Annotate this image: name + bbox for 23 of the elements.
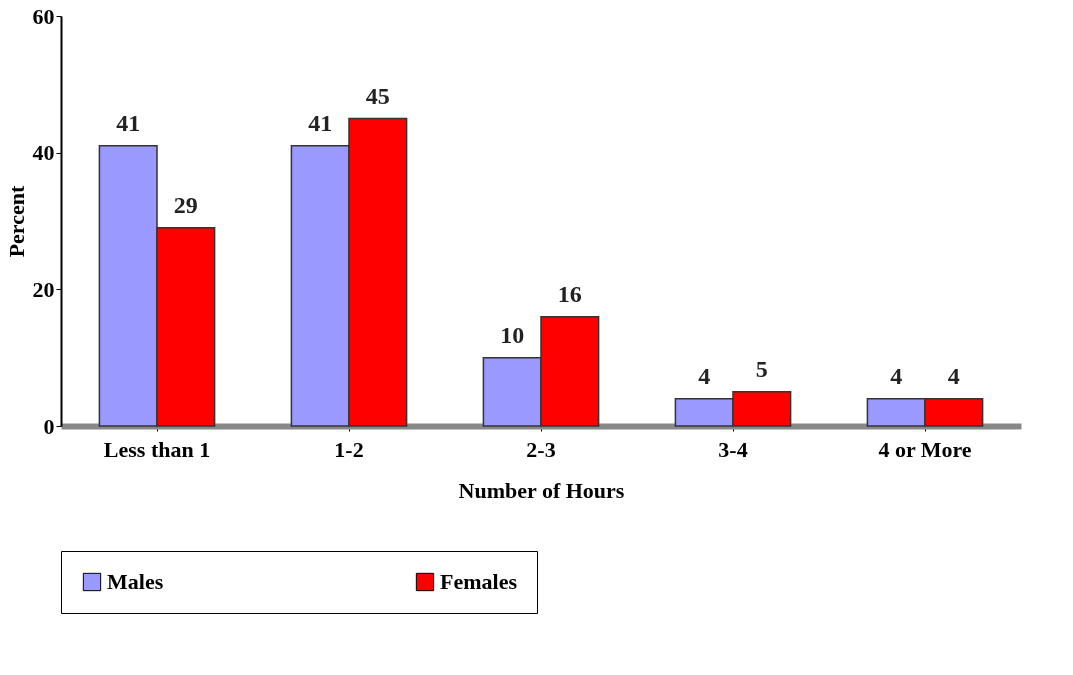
x-tick-label: 4 or More (878, 436, 972, 462)
x-tick-label: Less than 1 (103, 436, 211, 462)
legend-label: Males (107, 569, 164, 594)
x-axis-title: Number of Hours (458, 477, 625, 503)
data-label: 5 (755, 355, 768, 382)
y-tick-label: 20 (32, 276, 55, 302)
data-label: 16 (557, 280, 582, 307)
data-label: 29 (173, 191, 198, 218)
y-axis-title: Percent (3, 185, 29, 258)
x-tick-label: 3-4 (718, 436, 748, 462)
y-tick-label: 40 (32, 140, 55, 166)
data-label: 4 (698, 362, 711, 389)
data-label: 41 (116, 109, 141, 136)
x-tick-label: 2-3 (526, 436, 556, 462)
y-tick-label: 0 (43, 413, 55, 439)
data-label: 10 (500, 321, 525, 348)
y-tick-label: 60 (32, 3, 55, 29)
legend-label: Females (440, 569, 518, 594)
data-label: 45 (365, 82, 390, 109)
x-tick-label: 1-2 (334, 436, 364, 462)
data-label: 4 (890, 362, 903, 389)
data-label: 4 (947, 362, 960, 389)
data-label: 41 (308, 109, 333, 136)
